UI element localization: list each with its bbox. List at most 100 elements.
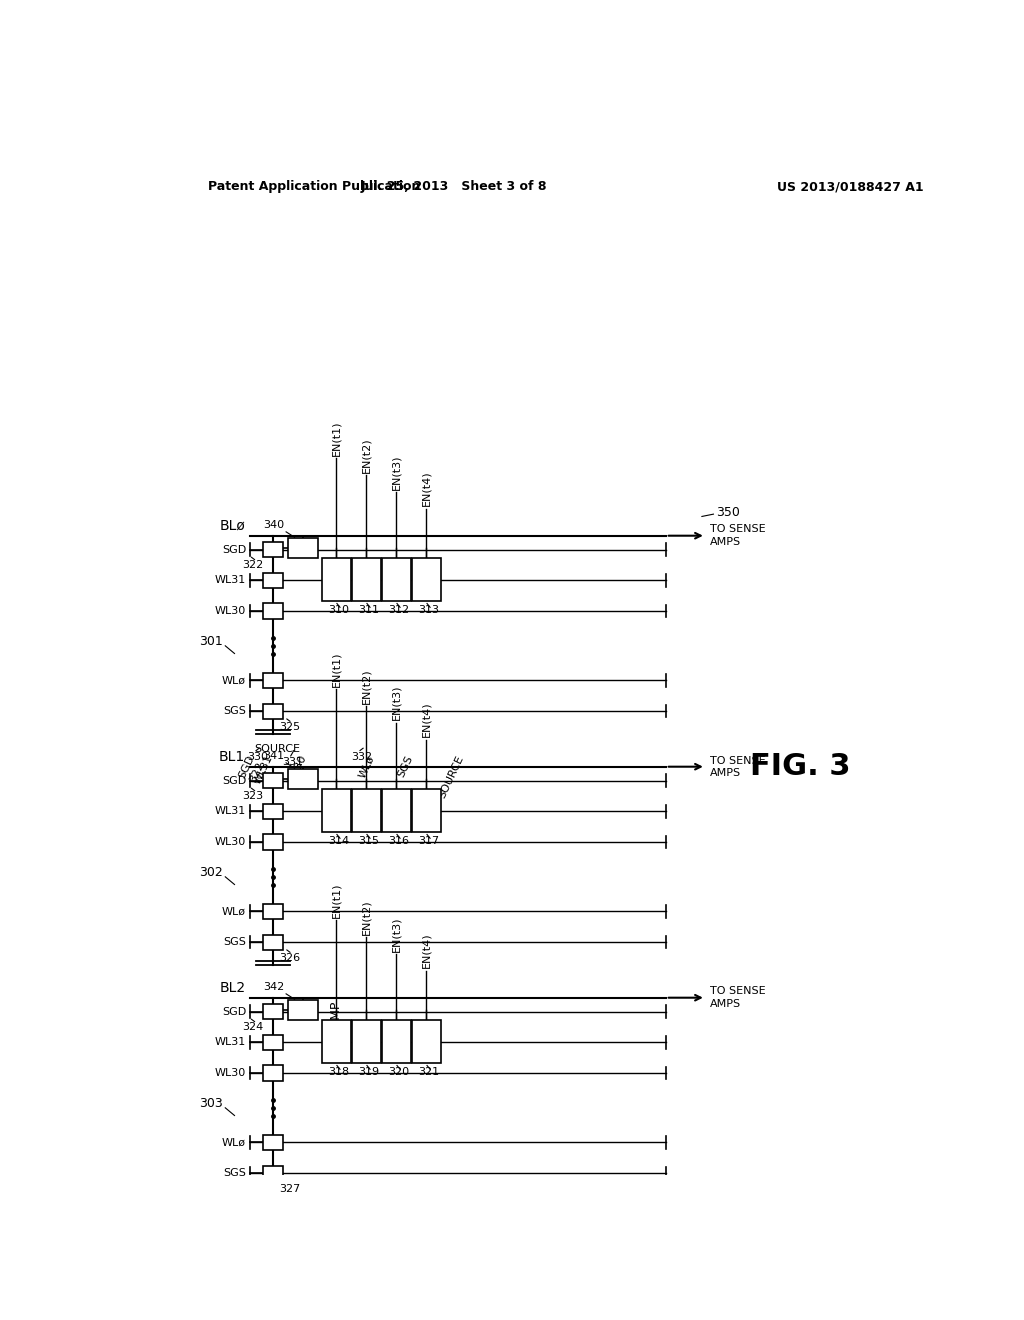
Text: WLø: WLø [222, 907, 246, 916]
Text: Patent Application Publication: Patent Application Publication [208, 181, 420, 194]
Text: 314: 314 [328, 836, 349, 846]
Text: 330: 330 [247, 752, 268, 762]
Bar [263, 541, 283, 557]
Text: WL31: WL31 [253, 754, 274, 787]
Text: EN(t2): EN(t2) [361, 668, 371, 704]
Text: OUT1: OUT1 [287, 543, 318, 553]
Text: 326: 326 [280, 953, 300, 964]
Bar [263, 573, 283, 589]
Text: EN(t3): EN(t3) [391, 916, 401, 952]
Text: 301: 301 [200, 635, 223, 648]
Text: 313: 313 [418, 605, 439, 615]
Text: OUT3: OUT3 [287, 1005, 318, 1015]
Text: EN(t2): EN(t2) [361, 437, 371, 473]
Bar [351, 558, 381, 601]
Bar [263, 804, 283, 818]
Text: WLø: WLø [357, 754, 377, 780]
Text: SOURCE: SOURCE [437, 754, 466, 800]
Bar [382, 558, 411, 601]
Text: 332: 332 [351, 752, 372, 762]
Bar [412, 789, 441, 832]
Text: 320: 320 [388, 1067, 409, 1077]
Text: 310: 310 [328, 605, 349, 615]
Text: Latch
(t4): Latch (t4) [413, 570, 439, 589]
Text: Latch
(t2): Latch (t2) [353, 801, 379, 820]
Bar [322, 789, 351, 832]
Text: BLCLAMP: BLCLAMP [329, 999, 342, 1057]
Text: 340: 340 [263, 520, 285, 531]
Text: WLø: WLø [222, 676, 246, 685]
Text: WL30: WL30 [215, 606, 246, 616]
Text: 315: 315 [358, 836, 379, 846]
Text: 316: 316 [388, 836, 409, 846]
Bar [322, 1020, 351, 1063]
Text: WLø: WLø [222, 1138, 246, 1147]
Text: SGD: SGD [222, 545, 246, 554]
Bar [263, 1003, 283, 1019]
Text: 350: 350 [716, 506, 739, 519]
Bar [263, 935, 283, 950]
Text: TO SENSE
AMPS: TO SENSE AMPS [710, 986, 765, 1008]
Text: SGS: SGS [223, 1168, 246, 1179]
Text: WL31: WL31 [215, 807, 246, 816]
Text: 327: 327 [280, 1184, 301, 1195]
Text: 302: 302 [200, 866, 223, 879]
Text: EN(t1): EN(t1) [331, 882, 341, 917]
Text: 322: 322 [243, 561, 263, 570]
Bar [263, 1065, 283, 1081]
Text: EN(t4): EN(t4) [421, 933, 431, 969]
Text: SGS: SGS [223, 937, 246, 948]
Text: EN(t4): EN(t4) [421, 471, 431, 507]
Text: SGD
322: SGD 322 [237, 754, 266, 784]
Text: WL30: WL30 [215, 837, 246, 847]
Bar [263, 904, 283, 919]
Text: BL2: BL2 [219, 981, 246, 995]
Bar [351, 1020, 381, 1063]
Text: Latch
(t1): Latch (t1) [324, 801, 349, 820]
Text: WL31: WL31 [215, 1038, 246, 1047]
Text: Latch
(t3): Latch (t3) [383, 801, 410, 820]
Text: 323: 323 [243, 792, 263, 801]
Text: Latch
(t4): Latch (t4) [413, 1032, 439, 1051]
Bar [289, 770, 317, 789]
Text: 342: 342 [263, 982, 285, 993]
Text: SGS: SGS [396, 754, 415, 779]
Text: EN(t4): EN(t4) [421, 702, 431, 738]
Text: BL1: BL1 [219, 750, 246, 763]
Bar [263, 1166, 283, 1181]
Text: WL30: WL30 [215, 1068, 246, 1078]
Text: Latch
(t4): Latch (t4) [413, 801, 439, 820]
Bar [289, 539, 317, 558]
Text: 341: 341 [263, 751, 285, 762]
Bar [412, 1020, 441, 1063]
Bar [289, 1001, 317, 1020]
Text: TO SENSE
AMPS: TO SENSE AMPS [710, 755, 765, 777]
Bar [263, 834, 283, 850]
Text: SOURCE: SOURCE [254, 743, 300, 754]
Text: Latch
(t1): Latch (t1) [324, 1032, 349, 1051]
Text: SGD: SGD [222, 776, 246, 785]
Text: EN(t3): EN(t3) [391, 685, 401, 721]
Bar [322, 558, 351, 601]
Text: 321: 321 [418, 1067, 439, 1077]
Text: 319: 319 [358, 1067, 379, 1077]
Text: SGS: SGS [223, 706, 246, 717]
Text: EN(t1): EN(t1) [331, 651, 341, 686]
Text: 311: 311 [358, 605, 379, 615]
Bar [412, 558, 441, 601]
Text: Jul. 25, 2013   Sheet 3 of 8: Jul. 25, 2013 Sheet 3 of 8 [360, 181, 547, 194]
Text: Latch
(t3): Latch (t3) [383, 1032, 410, 1051]
Text: Latch
(t3): Latch (t3) [383, 570, 410, 589]
Text: Latch
(t2): Latch (t2) [353, 570, 379, 589]
Bar [263, 1135, 283, 1150]
Text: EN(t2): EN(t2) [361, 899, 371, 935]
Bar [263, 673, 283, 688]
Text: WL30: WL30 [287, 754, 309, 787]
Bar [351, 789, 381, 832]
Bar [382, 1020, 411, 1063]
Text: US 2013/0188427 A1: US 2013/0188427 A1 [777, 181, 924, 194]
Text: TO SENSE
AMPS: TO SENSE AMPS [710, 524, 765, 546]
Bar [263, 704, 283, 719]
Text: 325: 325 [280, 722, 300, 733]
Text: BLø: BLø [219, 519, 246, 533]
